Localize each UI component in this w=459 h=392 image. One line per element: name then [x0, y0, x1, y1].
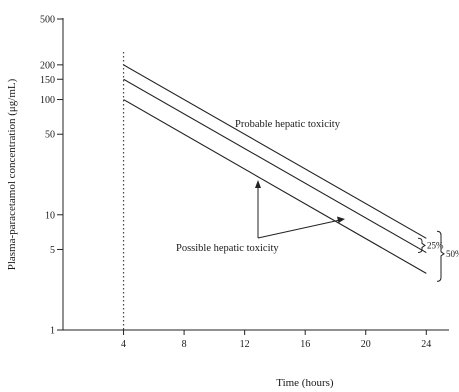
annotation-possible-hepatic-toxicity: Possible hepatic toxicity	[176, 243, 279, 254]
x-tick-label-4: 4	[121, 339, 126, 350]
annotation-arrowhead-up	[255, 180, 261, 188]
y-axis: 1 5 10 50 100 150 200 500	[40, 15, 64, 337]
bracket-group	[417, 230, 445, 282]
y-tick-label-50: 50	[45, 130, 55, 141]
x-tick-label-20: 20	[361, 339, 371, 350]
y-tick-label-10: 10	[45, 210, 55, 221]
y-tick-label-100: 100	[40, 95, 55, 106]
bracket-label-50: 50%	[446, 249, 459, 259]
x-axis-title: Time (hours)	[276, 377, 334, 389]
x-tick-label-24: 24	[421, 339, 431, 350]
y-axis-title: Plasma-paracetamol concentration (μg/mL)	[6, 78, 18, 270]
bracket-label-25: 25%	[427, 240, 444, 250]
y-tick-label-5: 5	[50, 245, 55, 256]
y-tick-label-500: 500	[40, 15, 55, 26]
annotation-group	[255, 180, 345, 239]
series-line-2	[123, 78, 427, 254]
x-tick-label-16: 16	[300, 339, 310, 350]
y-tick-label-200: 200	[40, 60, 55, 71]
bracket-25	[417, 237, 426, 254]
y-tick-label-150: 150	[40, 75, 55, 86]
series-line-1	[123, 64, 427, 239]
annotation-arrow-right	[257, 219, 341, 239]
x-axis: 4 8 12 16 20 24	[63, 329, 449, 350]
annotation-arrowhead-right	[337, 216, 345, 223]
series-group	[123, 64, 427, 274]
bracket-50	[436, 230, 445, 282]
x-tick-label-12: 12	[240, 339, 250, 350]
series-line-3	[123, 99, 427, 274]
y-tick-label-1: 1	[50, 326, 55, 337]
x-tick-label-8: 8	[182, 339, 187, 350]
annotation-probable-hepatic-toxicity: Probable hepatic toxicity	[235, 119, 341, 130]
